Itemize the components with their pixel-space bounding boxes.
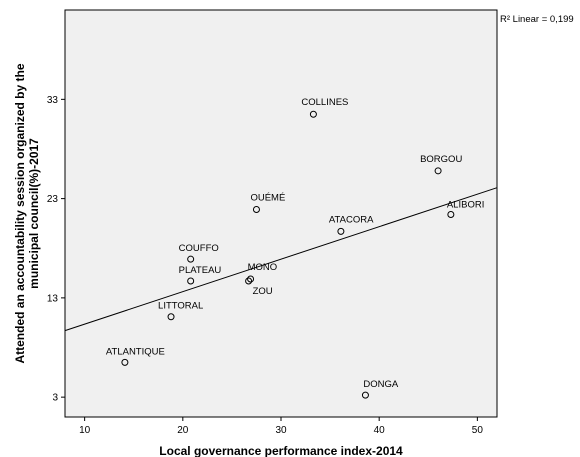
point-label: COUFFO — [179, 243, 219, 254]
point-label: DONGA — [363, 379, 399, 390]
point-label: ATLANTIQUE — [106, 346, 165, 357]
point-label: COLLINES — [301, 97, 348, 108]
y-axis-ticks: 3 13 23 33 — [47, 95, 65, 404]
point-label: BORGOU — [420, 154, 462, 165]
point-label: ZOU — [253, 286, 273, 297]
data-point — [247, 275, 255, 283]
x-axis-title: Local governance performance index-2014 — [159, 444, 403, 457]
data-point — [252, 206, 260, 214]
x-tick-label: 10 — [79, 425, 91, 436]
data-point — [121, 358, 129, 366]
data-point — [434, 167, 442, 175]
point-label: LITTORAL — [158, 301, 203, 312]
data-point — [309, 110, 317, 118]
data-point — [187, 277, 195, 285]
point-label: OUÉMÉ — [250, 193, 285, 204]
data-point — [447, 210, 455, 218]
y-tick-label: 3 — [52, 393, 58, 404]
point-label: ALIBORI — [447, 199, 485, 210]
data-point — [245, 277, 253, 285]
x-tick-label: 30 — [275, 425, 287, 436]
point-label: MONO — [248, 262, 278, 273]
data-point — [187, 255, 195, 263]
r-squared-label: R² Linear = 0,199 — [500, 14, 574, 25]
point-label: ATACORA — [329, 214, 374, 225]
data-point — [337, 227, 345, 235]
x-tick-label: 40 — [374, 425, 386, 436]
data-point — [361, 391, 369, 399]
data-point — [167, 313, 175, 321]
y-tick-label: 33 — [47, 95, 59, 106]
y-axis-title: Attended an accountability session organ… — [13, 63, 41, 363]
x-tick-label: 50 — [472, 425, 484, 436]
point-label: PLATEAU — [179, 265, 222, 276]
data-points: COLLINES BORGOU OUÉMÉ ATACORA ALIBORI COUFFO P… — [106, 97, 485, 399]
x-axis-ticks: 10 20 30 40 50 — [79, 417, 483, 436]
x-tick-label: 20 — [177, 425, 189, 436]
y-tick-label: 23 — [47, 194, 59, 205]
plot-area — [64, 9, 498, 418]
y-tick-label: 13 — [47, 293, 59, 304]
linear-fit-line — [64, 187, 498, 332]
